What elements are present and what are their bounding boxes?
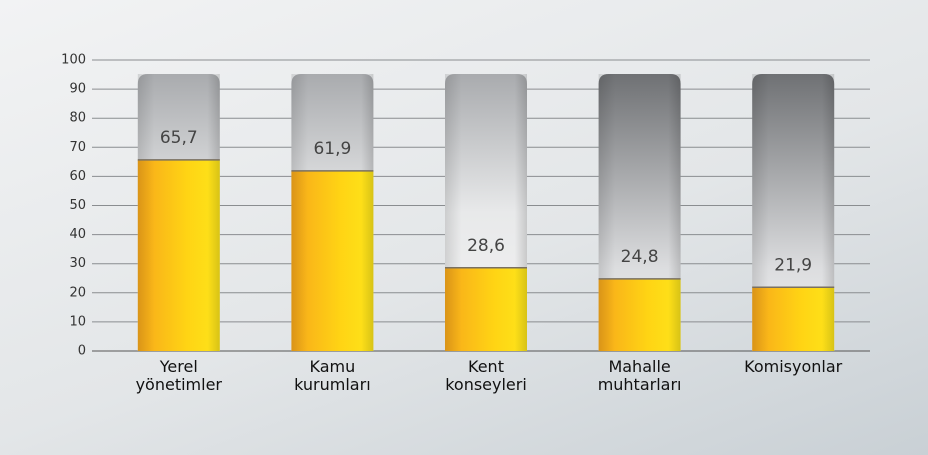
y-tick-label: 40 bbox=[69, 227, 86, 242]
bar-shade bbox=[291, 74, 374, 351]
y-tick-label: 0 bbox=[78, 344, 86, 359]
y-tick-label: 10 bbox=[69, 314, 86, 329]
y-tick-label: 80 bbox=[69, 111, 86, 126]
x-tick-label: Komisyonlar bbox=[744, 357, 843, 376]
y-tick-label: 70 bbox=[69, 140, 86, 155]
value-label: 21,9 bbox=[774, 255, 812, 275]
y-tick-label: 60 bbox=[69, 169, 86, 184]
x-tick-label: Yerel yönetimler bbox=[135, 357, 222, 394]
y-tick-label: 100 bbox=[61, 53, 86, 68]
y-tick-label: 20 bbox=[69, 285, 86, 300]
bar-shade bbox=[752, 74, 835, 351]
y-tick-label: 90 bbox=[69, 82, 86, 97]
x-tick-label: Kamu kurumları bbox=[294, 357, 371, 394]
bar-shade bbox=[137, 74, 220, 351]
y-tick-label: 50 bbox=[69, 198, 86, 213]
x-tick-label: Kent konseyleri bbox=[445, 357, 527, 394]
value-label: 28,6 bbox=[467, 236, 505, 256]
bar-shade bbox=[598, 74, 681, 351]
x-tick-label: Mahalle muhtarları bbox=[597, 357, 682, 394]
y-tick-label: 30 bbox=[69, 256, 86, 271]
bar-shade bbox=[445, 74, 527, 351]
value-label: 65,7 bbox=[160, 128, 198, 148]
value-label: 24,8 bbox=[621, 247, 659, 267]
value-label: 61,9 bbox=[313, 139, 351, 159]
